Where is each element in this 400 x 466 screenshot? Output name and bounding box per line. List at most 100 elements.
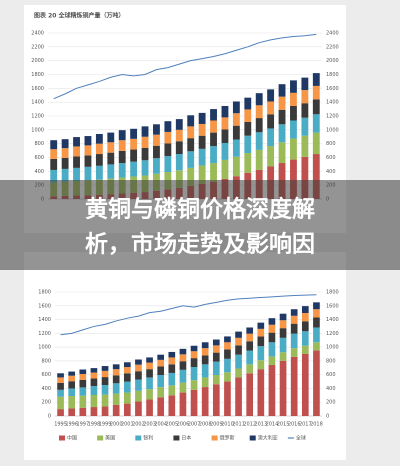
y-tick-label: 1200 (31, 114, 44, 120)
bar-segment (290, 159, 297, 199)
bar-segment (210, 120, 217, 133)
bar-segment (221, 159, 229, 179)
bar-segment (73, 137, 80, 147)
bar-segment (50, 158, 58, 170)
bar-segment (212, 361, 220, 376)
bar-segment (255, 132, 263, 150)
bar-segment (235, 345, 242, 355)
bar-segment (312, 73, 320, 86)
bar-segment (157, 366, 165, 376)
bar-segment (79, 373, 87, 380)
x-tick-label: 2004 (154, 422, 167, 428)
bar-segment (210, 146, 217, 164)
bar-segment (268, 332, 276, 343)
y-tick-label: 200 (41, 400, 51, 406)
bar-segment (246, 373, 254, 416)
bar-segment (244, 109, 252, 122)
bar-segment (290, 80, 297, 93)
y2-tick-label: 1400 (326, 317, 339, 323)
bar-segment (312, 132, 320, 155)
bar-segment (201, 348, 209, 356)
bar-segment (107, 152, 115, 165)
bar-segment (130, 161, 138, 177)
bar-segment (246, 333, 254, 342)
x-tick-label: 2002 (132, 422, 145, 428)
bar-segment (112, 375, 120, 384)
bar-segment (224, 336, 231, 343)
bar-segment (141, 147, 149, 161)
bar-segment (112, 404, 120, 416)
y-tick-label: 2400 (31, 31, 44, 37)
y2-tick-label: 0 (326, 414, 329, 420)
bar-segment (212, 384, 220, 416)
bar-segment (135, 379, 142, 391)
bar-segment (153, 158, 160, 174)
x-tick-label: 2007 (188, 422, 201, 428)
bar-segment (101, 377, 109, 385)
bar-segment (312, 85, 320, 100)
bar-segment (112, 369, 120, 376)
y-tick-label: 400 (41, 386, 51, 392)
bar-segment (301, 117, 309, 136)
bar-segment (84, 166, 92, 181)
y2-tick-label: 200 (326, 400, 336, 406)
x-tick-label: 2005 (165, 422, 178, 428)
bar-segment (90, 372, 98, 379)
bar-segment (301, 354, 309, 416)
y-tick-label: 1200 (38, 331, 51, 337)
bar-segment (301, 77, 309, 91)
bar-segment (268, 318, 276, 325)
bar-segment (246, 341, 254, 351)
x-tick-label: 2015 (277, 422, 290, 428)
bar-segment (198, 123, 206, 136)
bar-segment (268, 342, 276, 357)
bar-segment (164, 143, 172, 157)
y2-tick-label: 1800 (326, 290, 339, 296)
bar-segment (267, 146, 275, 167)
bar-segment (301, 331, 309, 346)
legend-swatch (97, 435, 104, 441)
bar-segment (135, 390, 142, 402)
y2-tick-label: 2400 (326, 31, 339, 37)
bar-segment (168, 395, 176, 416)
bar-segment (268, 356, 276, 366)
bar-segment (107, 132, 115, 143)
x-tick-label: 2014 (266, 422, 279, 428)
bar-segment (232, 113, 240, 126)
bar-segment (187, 138, 195, 152)
bar-segment (130, 149, 138, 162)
bar-segment (130, 138, 138, 150)
bar-segment (224, 381, 231, 416)
x-tick-label: 1999 (99, 422, 112, 428)
bar-segment (130, 128, 138, 139)
bar-segment (157, 354, 165, 360)
bar-segment (101, 366, 109, 371)
y-tick-label: 0 (48, 414, 51, 420)
legend-label: 澳大利亚 (258, 435, 278, 442)
bar-segment (187, 115, 195, 127)
bar-segment (84, 145, 92, 156)
bar-segment (123, 367, 131, 374)
x-tick-label: 2001 (121, 422, 134, 428)
y-tick-label: 1000 (38, 345, 51, 351)
y2-tick-label: 600 (326, 372, 336, 378)
bar-segment (118, 150, 126, 164)
bar-segment (175, 170, 183, 188)
bar-segment (101, 370, 109, 378)
bar-segment (157, 359, 165, 367)
bar-segment (201, 364, 209, 378)
y-tick-label: 600 (34, 155, 44, 161)
bar-segment (312, 154, 320, 199)
x-tick-label: 2012 (243, 422, 256, 428)
bar-segment (175, 129, 183, 142)
bar-segment (141, 126, 149, 137)
bar-segment (244, 97, 252, 110)
bar-segment (301, 135, 309, 157)
y2-tick-label: 400 (326, 386, 336, 392)
bar-segment (146, 399, 153, 416)
bar-segment (61, 139, 69, 149)
bar-segment (279, 337, 287, 353)
chart-title: 图表 20 全球精炼铜产量（万吨） (34, 12, 125, 20)
bar-segment (235, 337, 242, 346)
